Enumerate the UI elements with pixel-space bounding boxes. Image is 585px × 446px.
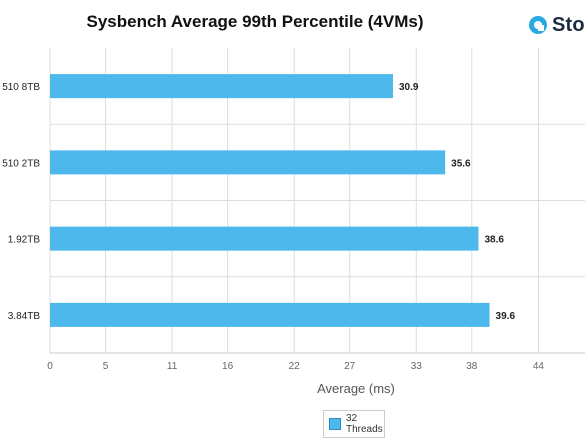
x-tick-label: 27 [344, 361, 356, 372]
data-label: 38.6 [484, 235, 504, 246]
category-label: 510 8TB [2, 82, 40, 93]
bar[interactable] [50, 226, 479, 251]
category-label: 1.92TB [8, 235, 41, 246]
bars [50, 74, 490, 327]
x-tick-label: 5 [103, 361, 109, 372]
bar[interactable] [50, 302, 490, 327]
category-label: 510 2TB [2, 158, 40, 169]
gridlines [49, 48, 585, 354]
x-axis-title: Average (ms) [317, 381, 395, 396]
x-tick-label: 0 [47, 361, 53, 372]
data-label: 39.6 [496, 311, 516, 322]
x-tick-label: 33 [411, 361, 423, 372]
bar[interactable] [50, 150, 446, 175]
logo-text: Sto [552, 13, 585, 36]
data-label: 35.6 [451, 158, 471, 169]
x-tick-label: 22 [289, 361, 301, 372]
storagereview-logo-icon [529, 16, 547, 34]
chart-title: Sysbench Average 99th Percentile (4VMs) [86, 12, 424, 31]
data-label: 30.9 [399, 82, 419, 93]
x-tick-label: 44 [533, 361, 545, 372]
logo[interactable]: Sto [528, 12, 585, 38]
x-tick-label: 16 [222, 361, 234, 372]
x-tick-label: 38 [466, 361, 478, 372]
legend-swatch [329, 418, 341, 430]
x-tick-label: 11 [167, 361, 178, 372]
bar[interactable] [50, 74, 393, 99]
legend-label: 32 Threads [346, 413, 383, 435]
category-label: 3.84TB [8, 311, 41, 322]
legend[interactable]: 32 Threads [323, 410, 385, 438]
